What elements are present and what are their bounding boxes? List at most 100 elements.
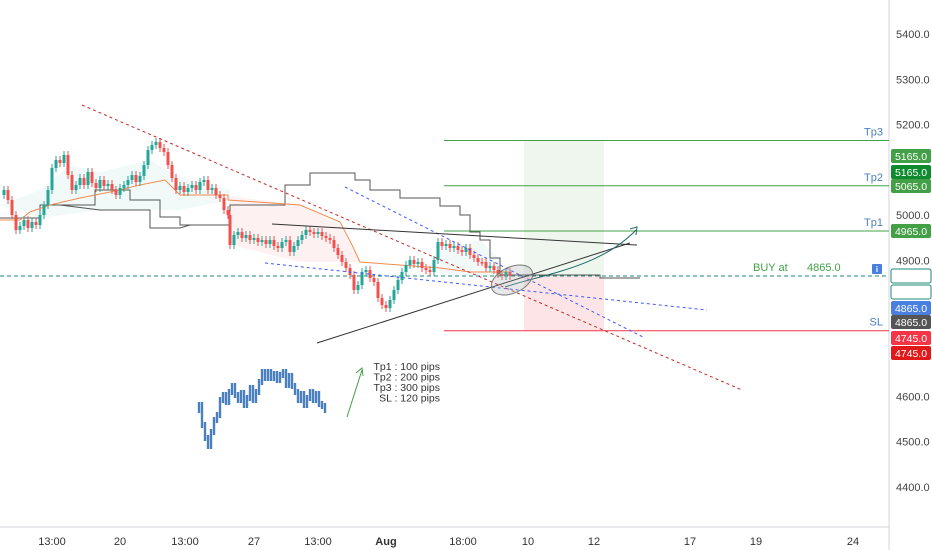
candle [272,236,276,250]
level-label-tp3: Tp3 [864,126,883,138]
sketch-bar [212,417,216,435]
candle [34,218,38,229]
candle [284,236,288,246]
sketch-bar [311,389,315,403]
price-tag-text: 5165.0 [895,151,927,163]
candle [74,181,78,194]
sketch-bar [323,403,327,413]
price-tag: 5165.0 [891,165,931,179]
candle [392,286,396,304]
candle [182,182,186,196]
bearish-cloud-fill [228,196,360,262]
candle [504,268,508,280]
candle [14,211,18,234]
x-tick-label: 13:00 [171,536,199,548]
x-tick-label: 13:00 [38,536,66,548]
candle [276,242,280,252]
y-tick-label: 4600.0 [896,391,930,403]
price-tag: 4866.5 [890,268,932,284]
candle [46,186,50,209]
price-tag-text: 5065.0 [895,181,927,193]
candle [174,174,178,194]
candle [236,228,240,239]
price-tag-text: 5165.0 [895,167,927,179]
candle [210,184,214,194]
x-tick-label: 10 [522,536,534,548]
y-tick-label: 5300.0 [896,74,930,86]
candle [166,148,170,169]
candle [134,171,138,186]
candle [464,244,468,256]
sketch-bar [221,392,225,403]
candle [114,186,118,199]
price-tag: 16:19 [890,284,932,300]
candle [364,266,368,276]
candle [496,266,500,278]
y-tick-label: 4500.0 [896,437,930,449]
x-tick-label: 19 [750,536,762,548]
candle [226,206,230,219]
candle [42,201,46,219]
sketch-bar [236,392,240,403]
sketch-bar [200,402,204,428]
sketch-bar [257,379,261,395]
candle [102,176,106,190]
candle [488,262,492,272]
candle [38,211,42,229]
candle [316,228,320,238]
candle [202,176,206,186]
y-tick-label: 5200.0 [896,120,930,132]
price-tag: 4745.0 [891,331,931,345]
candle [312,228,316,238]
sketch-bar [302,391,306,408]
candle [420,258,424,272]
info-icon[interactable]: i [872,264,882,274]
candle [500,270,504,280]
projection-arrow [504,229,637,288]
sketch-bar [248,385,252,401]
sketch-bar [272,371,276,381]
candle [320,228,324,240]
x-tick-label: 17 [684,536,696,548]
candle [86,168,90,189]
buy-label: BUY at [753,262,788,274]
candle [360,268,364,289]
candle [444,240,448,250]
candle [436,238,440,264]
price-tag: 4865.0 [891,301,931,315]
sketch-bar [203,422,207,441]
candle [400,268,404,284]
candle [432,256,436,276]
pips-note: Tp3 : 300 pips [373,382,440,394]
candle [336,244,340,259]
level-label-tp1: Tp1 [864,217,883,229]
buy-value: 4865.0 [807,262,841,274]
sketch-bar [317,391,321,407]
sketch-bar [263,369,267,381]
candle [122,181,126,192]
sketch-bar [242,390,246,408]
candle [380,294,384,309]
x-axis-ticks: 13:00 20 13:00 27 13:00 Aug 18:00 10 12 17 19 24 [38,536,859,548]
candle [460,246,464,256]
candle [448,240,452,252]
level-label-sl: SL [870,317,883,329]
price-tag-text: 4745.0 [895,348,927,360]
candle [222,194,226,214]
downtrend-line-blue-1 [344,186,646,339]
candle [70,171,74,194]
candle [50,164,54,194]
candle [22,216,26,230]
loss-zone [524,276,604,331]
candle [480,258,484,266]
candle [300,231,304,244]
pips-note: Tp2 : 200 pips [373,372,440,384]
sketch-bar [224,392,228,405]
downtrend-line-blue-2 [264,262,708,311]
candle [232,231,236,249]
candle [142,161,146,180]
x-tick-label: 20 [114,536,126,548]
y-tick-label: 5400.0 [896,29,930,41]
sketch-bar [290,373,294,389]
